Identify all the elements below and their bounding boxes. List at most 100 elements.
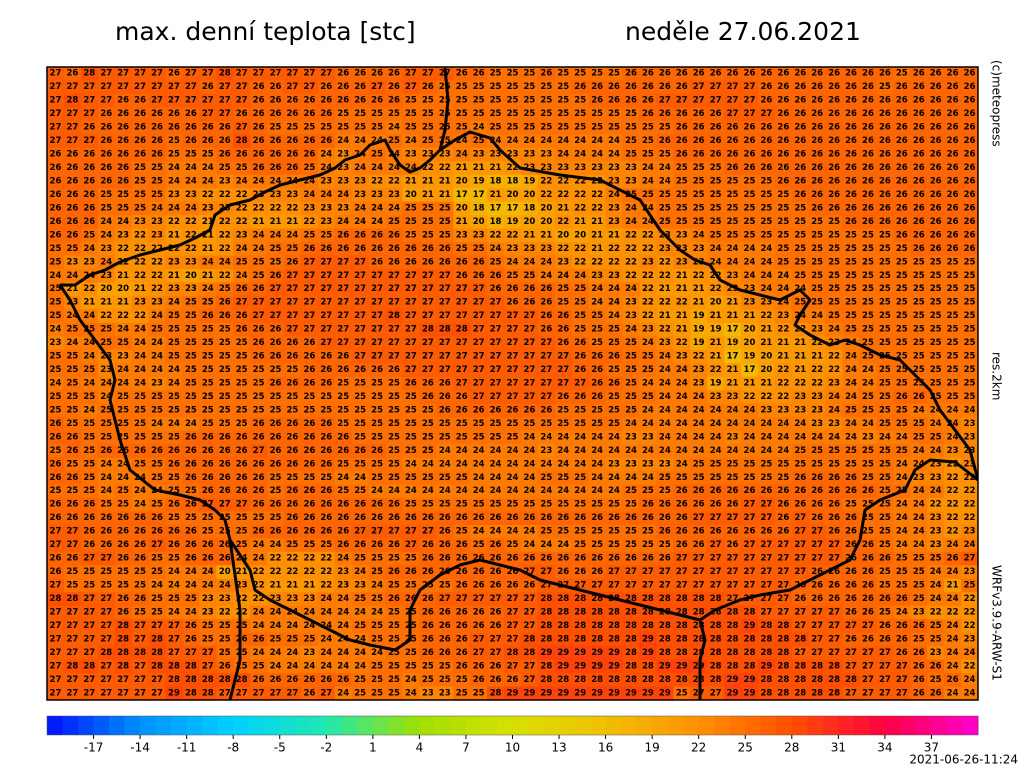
temperature-label: 19 bbox=[693, 325, 705, 335]
temperature-label: 25 bbox=[811, 217, 823, 227]
temperature-label: 24 bbox=[185, 203, 197, 213]
temperature-label: 27 bbox=[151, 675, 163, 685]
temperature-label: 28 bbox=[659, 621, 671, 631]
temperature-label: 22 bbox=[930, 607, 942, 617]
temperature-label: 22 bbox=[828, 365, 840, 375]
temperature-label: 27 bbox=[744, 540, 756, 550]
temperature-label: 25 bbox=[913, 298, 925, 308]
temperature-label: 21 bbox=[439, 190, 451, 200]
temperature-label: 26 bbox=[760, 150, 772, 160]
temperature-label: 25 bbox=[236, 513, 248, 523]
temperature-label: 28 bbox=[744, 661, 756, 671]
temperature-label: 21 bbox=[794, 365, 806, 375]
temperature-label: 25 bbox=[659, 123, 671, 133]
temperature-label: 25 bbox=[930, 365, 942, 375]
temperature-label: 24 bbox=[557, 540, 569, 550]
temperature-label: 26 bbox=[337, 446, 349, 456]
temperature-label: 26 bbox=[557, 325, 569, 335]
temperature-cell bbox=[741, 93, 759, 108]
temperature-label: 26 bbox=[828, 96, 840, 106]
temperature-label: 26 bbox=[287, 675, 299, 685]
temperature-label: 25 bbox=[862, 298, 874, 308]
temperature-label: 25 bbox=[168, 325, 180, 335]
temperature-label: 27 bbox=[507, 338, 519, 348]
temperature-label: 26 bbox=[50, 190, 62, 200]
temperature-label: 24 bbox=[354, 163, 366, 173]
temperature-label: 27 bbox=[100, 675, 112, 685]
temperature-label: 22 bbox=[964, 486, 976, 496]
temperature-label: 26 bbox=[185, 136, 197, 146]
temperature-label: 26 bbox=[591, 379, 603, 389]
temperature-label: 26 bbox=[456, 257, 468, 267]
temperature-label: 22 bbox=[236, 217, 248, 227]
temperature-label: 27 bbox=[811, 621, 823, 631]
temperature-label: 26 bbox=[828, 190, 840, 200]
temperature-label: 25 bbox=[287, 244, 299, 254]
temperature-label: 26 bbox=[422, 82, 434, 92]
temperature-label: 26 bbox=[862, 109, 874, 119]
temperature-label: 25 bbox=[354, 419, 366, 429]
temperature-label: 24 bbox=[473, 446, 485, 456]
temperature-label: 25 bbox=[151, 405, 163, 415]
temperature-label: 27 bbox=[456, 594, 468, 604]
temperature-label: 24 bbox=[236, 176, 248, 186]
temperature-label: 25 bbox=[490, 419, 502, 429]
temperature-label: 26 bbox=[828, 109, 840, 119]
temperature-label: 25 bbox=[50, 311, 62, 321]
temperature-label: 27 bbox=[371, 298, 383, 308]
temperature-label: 21 bbox=[117, 298, 129, 308]
temperature-label: 24 bbox=[913, 540, 925, 550]
temperature-label: 25 bbox=[66, 244, 78, 254]
temperature-label: 25 bbox=[100, 567, 112, 577]
temperature-label: 26 bbox=[439, 554, 451, 564]
temperature-label: 25 bbox=[625, 392, 637, 402]
temperature-label: 26 bbox=[896, 217, 908, 227]
temperature-label: 24 bbox=[270, 621, 282, 631]
temperature-label: 26 bbox=[219, 486, 231, 496]
temperature-label: 26 bbox=[964, 244, 976, 254]
temperature-label: 27 bbox=[117, 69, 129, 79]
temperature-label: 26 bbox=[710, 486, 722, 496]
temperature-label: 25 bbox=[524, 96, 536, 106]
temperature-label: 25 bbox=[879, 271, 891, 281]
temperature-label: 26 bbox=[405, 379, 417, 389]
temperature-label: 25 bbox=[66, 486, 78, 496]
temperature-label: 25 bbox=[371, 123, 383, 133]
temperature-label: 28 bbox=[642, 661, 654, 671]
temperature-label: 24 bbox=[371, 607, 383, 617]
temperature-label: 27 bbox=[473, 284, 485, 294]
temperature-label: 25 bbox=[185, 486, 197, 496]
temperature-label: 26 bbox=[354, 500, 366, 510]
temperature-label: 26 bbox=[287, 446, 299, 456]
temperature-label: 22 bbox=[540, 176, 552, 186]
temperature-label: 26 bbox=[727, 500, 739, 510]
temperature-cell bbox=[588, 80, 607, 95]
temperature-label: 26 bbox=[253, 352, 265, 362]
temperature-label: 25 bbox=[405, 123, 417, 133]
temperature-label: 21 bbox=[608, 230, 620, 240]
temperature-label: 26 bbox=[930, 190, 942, 200]
temperature-cell bbox=[673, 80, 691, 95]
temperature-cell bbox=[554, 67, 573, 81]
temperature-label: 26 bbox=[913, 109, 925, 119]
temperature-label: 25 bbox=[964, 325, 976, 335]
temperature-label: 28 bbox=[219, 675, 231, 685]
temperature-label: 25 bbox=[845, 284, 857, 294]
temperature-label: 25 bbox=[879, 567, 891, 577]
temperature-label: 25 bbox=[83, 446, 95, 456]
temperature-label: 25 bbox=[557, 473, 569, 483]
temperature-label: 25 bbox=[270, 244, 282, 254]
temperature-label: 26 bbox=[913, 163, 925, 173]
temperature-label: 27 bbox=[760, 540, 772, 550]
temperature-label: 26 bbox=[168, 109, 180, 119]
temperature-label: 24 bbox=[287, 648, 299, 658]
temperature-label: 28 bbox=[117, 648, 129, 658]
temperature-label: 27 bbox=[845, 648, 857, 658]
temperature-label: 27 bbox=[320, 311, 332, 321]
temperature-label: 26 bbox=[845, 203, 857, 213]
temperature-label: 25 bbox=[591, 109, 603, 119]
temperature-label: 24 bbox=[591, 473, 603, 483]
temperature-label: 26 bbox=[879, 203, 891, 213]
temperature-label: 25 bbox=[625, 405, 637, 415]
temperature-label: 28 bbox=[625, 634, 637, 644]
